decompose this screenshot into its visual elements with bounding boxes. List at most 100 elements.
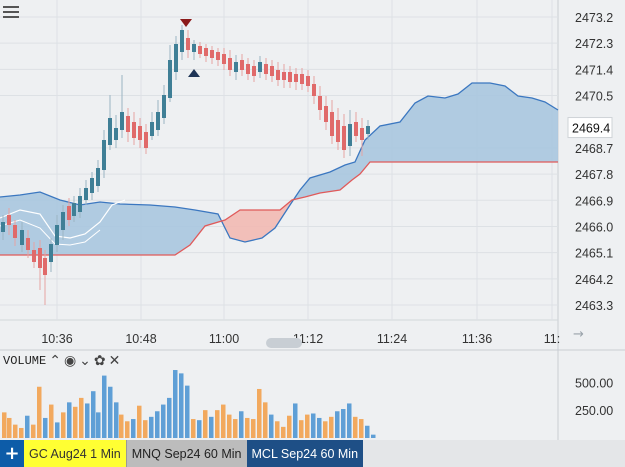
candle-body: [32, 250, 36, 262]
candle-body: [162, 95, 166, 118]
volume-bar: [215, 410, 220, 438]
move-up-icon[interactable]: ⌃: [49, 353, 61, 369]
volume-bar: [96, 412, 101, 438]
volume-axis-label: 250.00: [575, 404, 613, 418]
time-axis[interactable]: 10:36 10:48 11:00 11:12 11:24 11:36 11: →: [41, 327, 584, 346]
tab-mnq-sep24[interactable]: MNQ Sep24 60 Min: [125, 440, 247, 467]
volume-bar: [323, 421, 328, 438]
conversion-line: [0, 199, 126, 239]
price-axis-label: 2466.9: [575, 194, 613, 208]
close-icon[interactable]: ✕: [108, 353, 121, 369]
volume-bar: [43, 417, 48, 438]
volume-bar: [281, 426, 286, 438]
volume-bar: [221, 404, 226, 438]
candle-body: [90, 178, 94, 193]
volume-bar: [335, 411, 340, 438]
leading-span-b: [0, 161, 558, 256]
price-chart[interactable]: 2473.2 2472.3 2471.4 2470.5 2468.7 2467.8 2466…: [0, 0, 625, 440]
volume-bar: [263, 402, 268, 438]
price-axis-label: 2470.5: [575, 90, 613, 104]
volume-bar: [203, 410, 208, 438]
price-axis-label: 2467.8: [575, 168, 613, 182]
volume-bar: [167, 397, 172, 438]
candle-body: [156, 112, 160, 130]
candle-body: [336, 120, 340, 142]
volume-bar: [7, 417, 12, 438]
candle-body: [294, 74, 298, 82]
candle-body: [330, 112, 334, 136]
volume-bar: [179, 373, 184, 438]
volume-bar: [209, 416, 214, 438]
add-tab-button[interactable]: +: [0, 440, 24, 467]
price-axis[interactable]: 2473.2 2472.3 2471.4 2470.5 2468.7 2467.8 2466…: [567, 11, 613, 313]
cloud-bullish: [294, 83, 558, 200]
volume-bar: [73, 406, 78, 438]
volume-bar: [299, 420, 304, 438]
volume-bar: [149, 416, 154, 438]
volume-bar: [85, 403, 90, 438]
candle-body: [132, 122, 136, 138]
volume-bar: [19, 427, 24, 438]
candle-body: [324, 106, 328, 122]
candle-body: [61, 212, 65, 230]
volume-bar: [137, 405, 142, 438]
time-axis-label: 10:48: [125, 332, 156, 346]
candle-body: [306, 76, 310, 86]
volume-header: VOLUME ⌃ ◉ ⌄ ✿ ✕: [3, 352, 120, 370]
price-axis-label: 2466.0: [575, 220, 613, 234]
volume-bar: [251, 419, 256, 438]
candle-body: [168, 60, 172, 98]
time-axis-label: 11:36: [462, 332, 492, 346]
scroll-right-arrow: →: [573, 327, 584, 342]
markers: [180, 19, 200, 77]
gear-icon[interactable]: ✿: [93, 353, 106, 369]
candle-body: [114, 128, 118, 140]
eye-icon[interactable]: ◉: [63, 353, 77, 369]
volume-label: VOLUME: [3, 354, 47, 368]
candle-body: [180, 30, 184, 52]
tab-gc-aug24[interactable]: GC Aug24 1 Min: [24, 440, 126, 467]
price-axis-label: 2463.3: [575, 299, 613, 313]
volume-bar: [293, 403, 298, 438]
candle-body: [150, 122, 154, 136]
volume-bar: [317, 417, 322, 438]
volume-bar: [131, 419, 136, 438]
volume-bar: [114, 402, 119, 438]
volume-bar: [239, 411, 244, 438]
volume-bar: [359, 419, 364, 438]
volume-bar: [371, 434, 376, 438]
time-scrollbar-handle[interactable]: [266, 338, 302, 348]
candle-body: [26, 238, 30, 250]
price-axis-label: 2472.3: [575, 37, 613, 51]
volume-pane: 500.00 250.00: [2, 370, 613, 438]
candle-body: [282, 72, 286, 80]
volume-bar: [287, 415, 292, 438]
candle-body: [318, 96, 322, 110]
candle-body: [43, 258, 47, 275]
candle-body: [174, 44, 178, 72]
price-axis-label: 2464.2: [575, 273, 613, 287]
candle-body: [276, 70, 280, 80]
price-axis-label: 2473.2: [575, 11, 613, 25]
candle-body: [120, 112, 124, 130]
menu-icon[interactable]: [3, 6, 19, 20]
time-axis-label: 10:36: [41, 332, 72, 346]
volume-bar: [37, 386, 42, 438]
price-axis-label: 2471.4: [575, 63, 613, 77]
plot-background: [0, 0, 558, 350]
candle-body: [252, 66, 256, 76]
move-down-icon[interactable]: ⌄: [79, 353, 91, 369]
volume-bar: [108, 386, 113, 438]
chart-area[interactable]: 2473.2 2472.3 2471.4 2470.5 2468.7 2467.8 2466…: [0, 0, 625, 440]
candle-body: [270, 66, 274, 76]
candle-body: [234, 62, 238, 72]
volume-bar: [329, 416, 334, 438]
candle-body: [102, 140, 106, 170]
candle-body: [222, 54, 226, 64]
candle-body: [210, 50, 214, 58]
volume-bar: [257, 388, 262, 438]
time-axis-label: 11:00: [209, 332, 239, 346]
tab-mcl-sep24[interactable]: MCL Sep24 60 Min: [246, 440, 364, 467]
volume-bar: [143, 420, 148, 438]
volume-bar: [79, 397, 84, 438]
